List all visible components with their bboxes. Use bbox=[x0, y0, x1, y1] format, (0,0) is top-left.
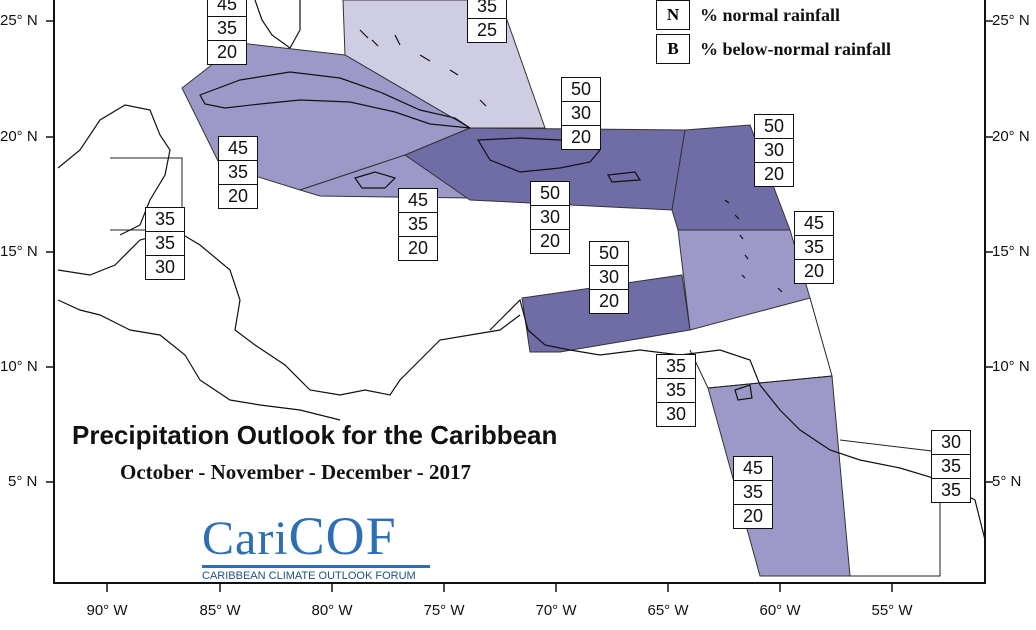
legend-text-normal: % normal rainfall bbox=[700, 4, 840, 25]
lat-label-right-20: 20° N bbox=[992, 128, 1030, 145]
lat-label-left-10: 10° N bbox=[0, 358, 38, 375]
lat-label-left-15: 15° N bbox=[0, 243, 38, 260]
zone-value: 35 bbox=[146, 208, 184, 232]
zone-value: 30 bbox=[755, 139, 793, 163]
zone-stack-hispaniola: 50 30 20 bbox=[530, 181, 570, 254]
lat-label-right-15: 15° N bbox=[992, 243, 1030, 260]
zone-value: 50 bbox=[531, 182, 569, 206]
zone-value: 45 bbox=[399, 189, 437, 213]
zone-value: 20 bbox=[742, 506, 764, 526]
zone-value: 35 bbox=[399, 213, 437, 237]
zone-stack-greater-antilles-mid: 50 30 20 bbox=[561, 77, 601, 150]
map-subtitle: October - November - December - 2017 bbox=[120, 460, 472, 484]
legend-normal: N % normal rainfall bbox=[656, 0, 840, 30]
zone-stack-bahamas-top-left: 45 35 20 bbox=[207, 0, 247, 65]
zone-value: 30 bbox=[665, 404, 687, 424]
zone-value: 30 bbox=[531, 206, 569, 230]
zone-stack-french-guiana: 30 35 35 bbox=[931, 430, 971, 503]
lon-label-80: 80° W bbox=[311, 602, 353, 619]
zone-value: 35 bbox=[795, 236, 833, 260]
zone-value: 35 bbox=[657, 379, 695, 403]
logo-text-left: Cari bbox=[202, 512, 289, 565]
zone-value: 20 bbox=[216, 42, 238, 62]
zone-value: 35 bbox=[219, 161, 257, 185]
zone-value: 35 bbox=[146, 232, 184, 256]
legend-text-below: % below-normal rainfall bbox=[700, 38, 891, 59]
zone-value: 20 bbox=[763, 164, 785, 184]
zone-value: 45 bbox=[219, 137, 257, 161]
zone-value: 20 bbox=[227, 186, 249, 206]
lat-label-right-5: 5° N bbox=[992, 473, 1022, 490]
caricof-logo: CariCOF CARIBBEAN CLIMATE OUTLOOK FORUM bbox=[202, 509, 430, 582]
zone-value: 20 bbox=[539, 231, 561, 251]
zone-value: 35 bbox=[657, 355, 695, 379]
logo-wordmark: CariCOF bbox=[202, 509, 430, 565]
zone-value: 20 bbox=[407, 238, 429, 258]
zone-value: 45 bbox=[734, 457, 772, 481]
zone-stack-guyana: 45 35 20 bbox=[733, 456, 773, 529]
lon-label-55: 55° W bbox=[871, 602, 913, 619]
zone-stack-bahamas-top-right: 35 25 bbox=[467, 0, 507, 43]
zone-stack-trinidad: 35 35 30 bbox=[656, 354, 696, 427]
region-windward-medium bbox=[677, 229, 811, 331]
lat-ticks bbox=[46, 20, 993, 483]
zone-stack-windward-islands: 45 35 20 bbox=[794, 211, 834, 284]
lat-label-left-25: 25° N bbox=[0, 12, 38, 29]
zone-value: 45 bbox=[208, 0, 246, 17]
lon-ticks bbox=[106, 583, 893, 592]
logo-rule bbox=[202, 565, 430, 568]
zone-value: 30 bbox=[590, 266, 628, 290]
zone-value: 30 bbox=[154, 257, 176, 277]
lat-label-right-25: 25° N bbox=[992, 12, 1030, 29]
zone-value: 30 bbox=[932, 431, 970, 455]
zone-stack-jamaica: 45 35 20 bbox=[398, 188, 438, 261]
zone-stack-leeward-islands: 50 30 20 bbox=[754, 114, 794, 187]
lon-label-85: 85° W bbox=[199, 602, 241, 619]
logo-text-right: COF bbox=[288, 506, 397, 566]
zone-value: 35 bbox=[932, 455, 970, 479]
lat-label-left-20: 20° N bbox=[0, 128, 38, 145]
map-frame bbox=[53, 0, 986, 584]
zone-value: 45 bbox=[795, 212, 833, 236]
zone-value: 50 bbox=[590, 242, 628, 266]
legend-key-normal: N bbox=[656, 0, 690, 30]
lon-label-65: 65° W bbox=[647, 602, 689, 619]
zone-stack-cuba-west: 45 35 20 bbox=[218, 136, 258, 209]
lat-label-left-5: 5° N bbox=[8, 473, 38, 490]
lon-label-70: 70° W bbox=[535, 602, 577, 619]
legend-key-below: B bbox=[656, 34, 690, 64]
zone-value: 50 bbox=[562, 78, 600, 102]
zone-value: 35 bbox=[734, 481, 772, 505]
map-title: Precipitation Outlook for the Caribbean bbox=[72, 420, 558, 450]
zone-value: 30 bbox=[562, 102, 600, 126]
zone-stack-yucatan-belize: 35 35 30 bbox=[145, 207, 185, 280]
legend-below: B % below-normal rainfall bbox=[656, 34, 891, 64]
logo-tagline: CARIBBEAN CLIMATE OUTLOOK FORUM bbox=[202, 570, 416, 582]
zone-value: 25 bbox=[476, 20, 498, 40]
zone-value: 50 bbox=[755, 115, 793, 139]
zone-value: 35 bbox=[940, 480, 962, 500]
zone-value: 35 bbox=[208, 17, 246, 41]
lon-label-60: 60° W bbox=[759, 602, 801, 619]
region-guianas-medium bbox=[707, 375, 851, 577]
zone-value: 20 bbox=[598, 291, 620, 311]
zone-value: 20 bbox=[570, 127, 592, 147]
lon-label-90: 90° W bbox=[86, 602, 128, 619]
lon-label-75: 75° W bbox=[423, 602, 465, 619]
zone-value: 20 bbox=[803, 261, 825, 281]
lat-label-right-10: 10° N bbox=[992, 358, 1030, 375]
zone-stack-abc-islands: 50 30 20 bbox=[589, 241, 629, 314]
zone-value: 35 bbox=[468, 0, 506, 19]
